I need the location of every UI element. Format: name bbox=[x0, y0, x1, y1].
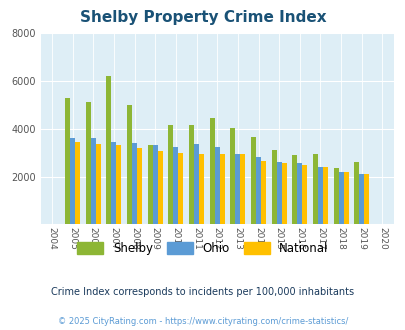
Bar bbox=[85, 102, 91, 224]
Bar bbox=[91, 138, 96, 224]
Bar bbox=[147, 146, 152, 224]
Legend: Shelby, Ohio, National: Shelby, Ohio, National bbox=[77, 242, 328, 255]
Bar bbox=[302, 165, 307, 224]
Bar bbox=[317, 167, 322, 224]
Bar bbox=[276, 162, 281, 224]
Bar bbox=[70, 138, 75, 224]
Bar bbox=[354, 162, 358, 224]
Bar bbox=[260, 161, 265, 224]
Bar bbox=[271, 150, 276, 224]
Bar bbox=[127, 105, 132, 224]
Bar bbox=[343, 172, 348, 224]
Bar bbox=[358, 174, 363, 224]
Bar bbox=[219, 154, 224, 224]
Bar bbox=[137, 148, 142, 224]
Text: Crime Index corresponds to incidents per 100,000 inhabitants: Crime Index corresponds to incidents per… bbox=[51, 287, 354, 297]
Bar bbox=[194, 144, 198, 224]
Bar bbox=[96, 144, 100, 224]
Bar bbox=[157, 151, 162, 224]
Bar bbox=[173, 147, 178, 224]
Bar bbox=[65, 98, 70, 224]
Bar bbox=[116, 146, 121, 224]
Bar bbox=[209, 118, 214, 224]
Bar bbox=[198, 154, 203, 224]
Bar bbox=[256, 157, 260, 224]
Bar bbox=[292, 155, 296, 224]
Text: Shelby Property Crime Index: Shelby Property Crime Index bbox=[79, 10, 326, 25]
Bar bbox=[250, 137, 256, 224]
Bar bbox=[111, 142, 116, 224]
Bar bbox=[296, 163, 302, 224]
Bar bbox=[168, 125, 173, 224]
Bar bbox=[214, 147, 219, 224]
Bar bbox=[152, 146, 157, 224]
Bar bbox=[281, 163, 286, 224]
Bar bbox=[230, 127, 235, 224]
Bar bbox=[106, 76, 111, 224]
Bar bbox=[189, 125, 194, 224]
Bar bbox=[75, 142, 80, 224]
Bar bbox=[235, 154, 240, 224]
Bar bbox=[338, 172, 343, 224]
Bar bbox=[132, 143, 137, 224]
Bar bbox=[178, 152, 183, 224]
Text: © 2025 CityRating.com - https://www.cityrating.com/crime-statistics/: © 2025 CityRating.com - https://www.city… bbox=[58, 317, 347, 326]
Bar bbox=[363, 174, 368, 224]
Bar bbox=[240, 154, 245, 224]
Bar bbox=[322, 167, 327, 224]
Bar bbox=[333, 168, 338, 224]
Bar bbox=[312, 154, 317, 224]
